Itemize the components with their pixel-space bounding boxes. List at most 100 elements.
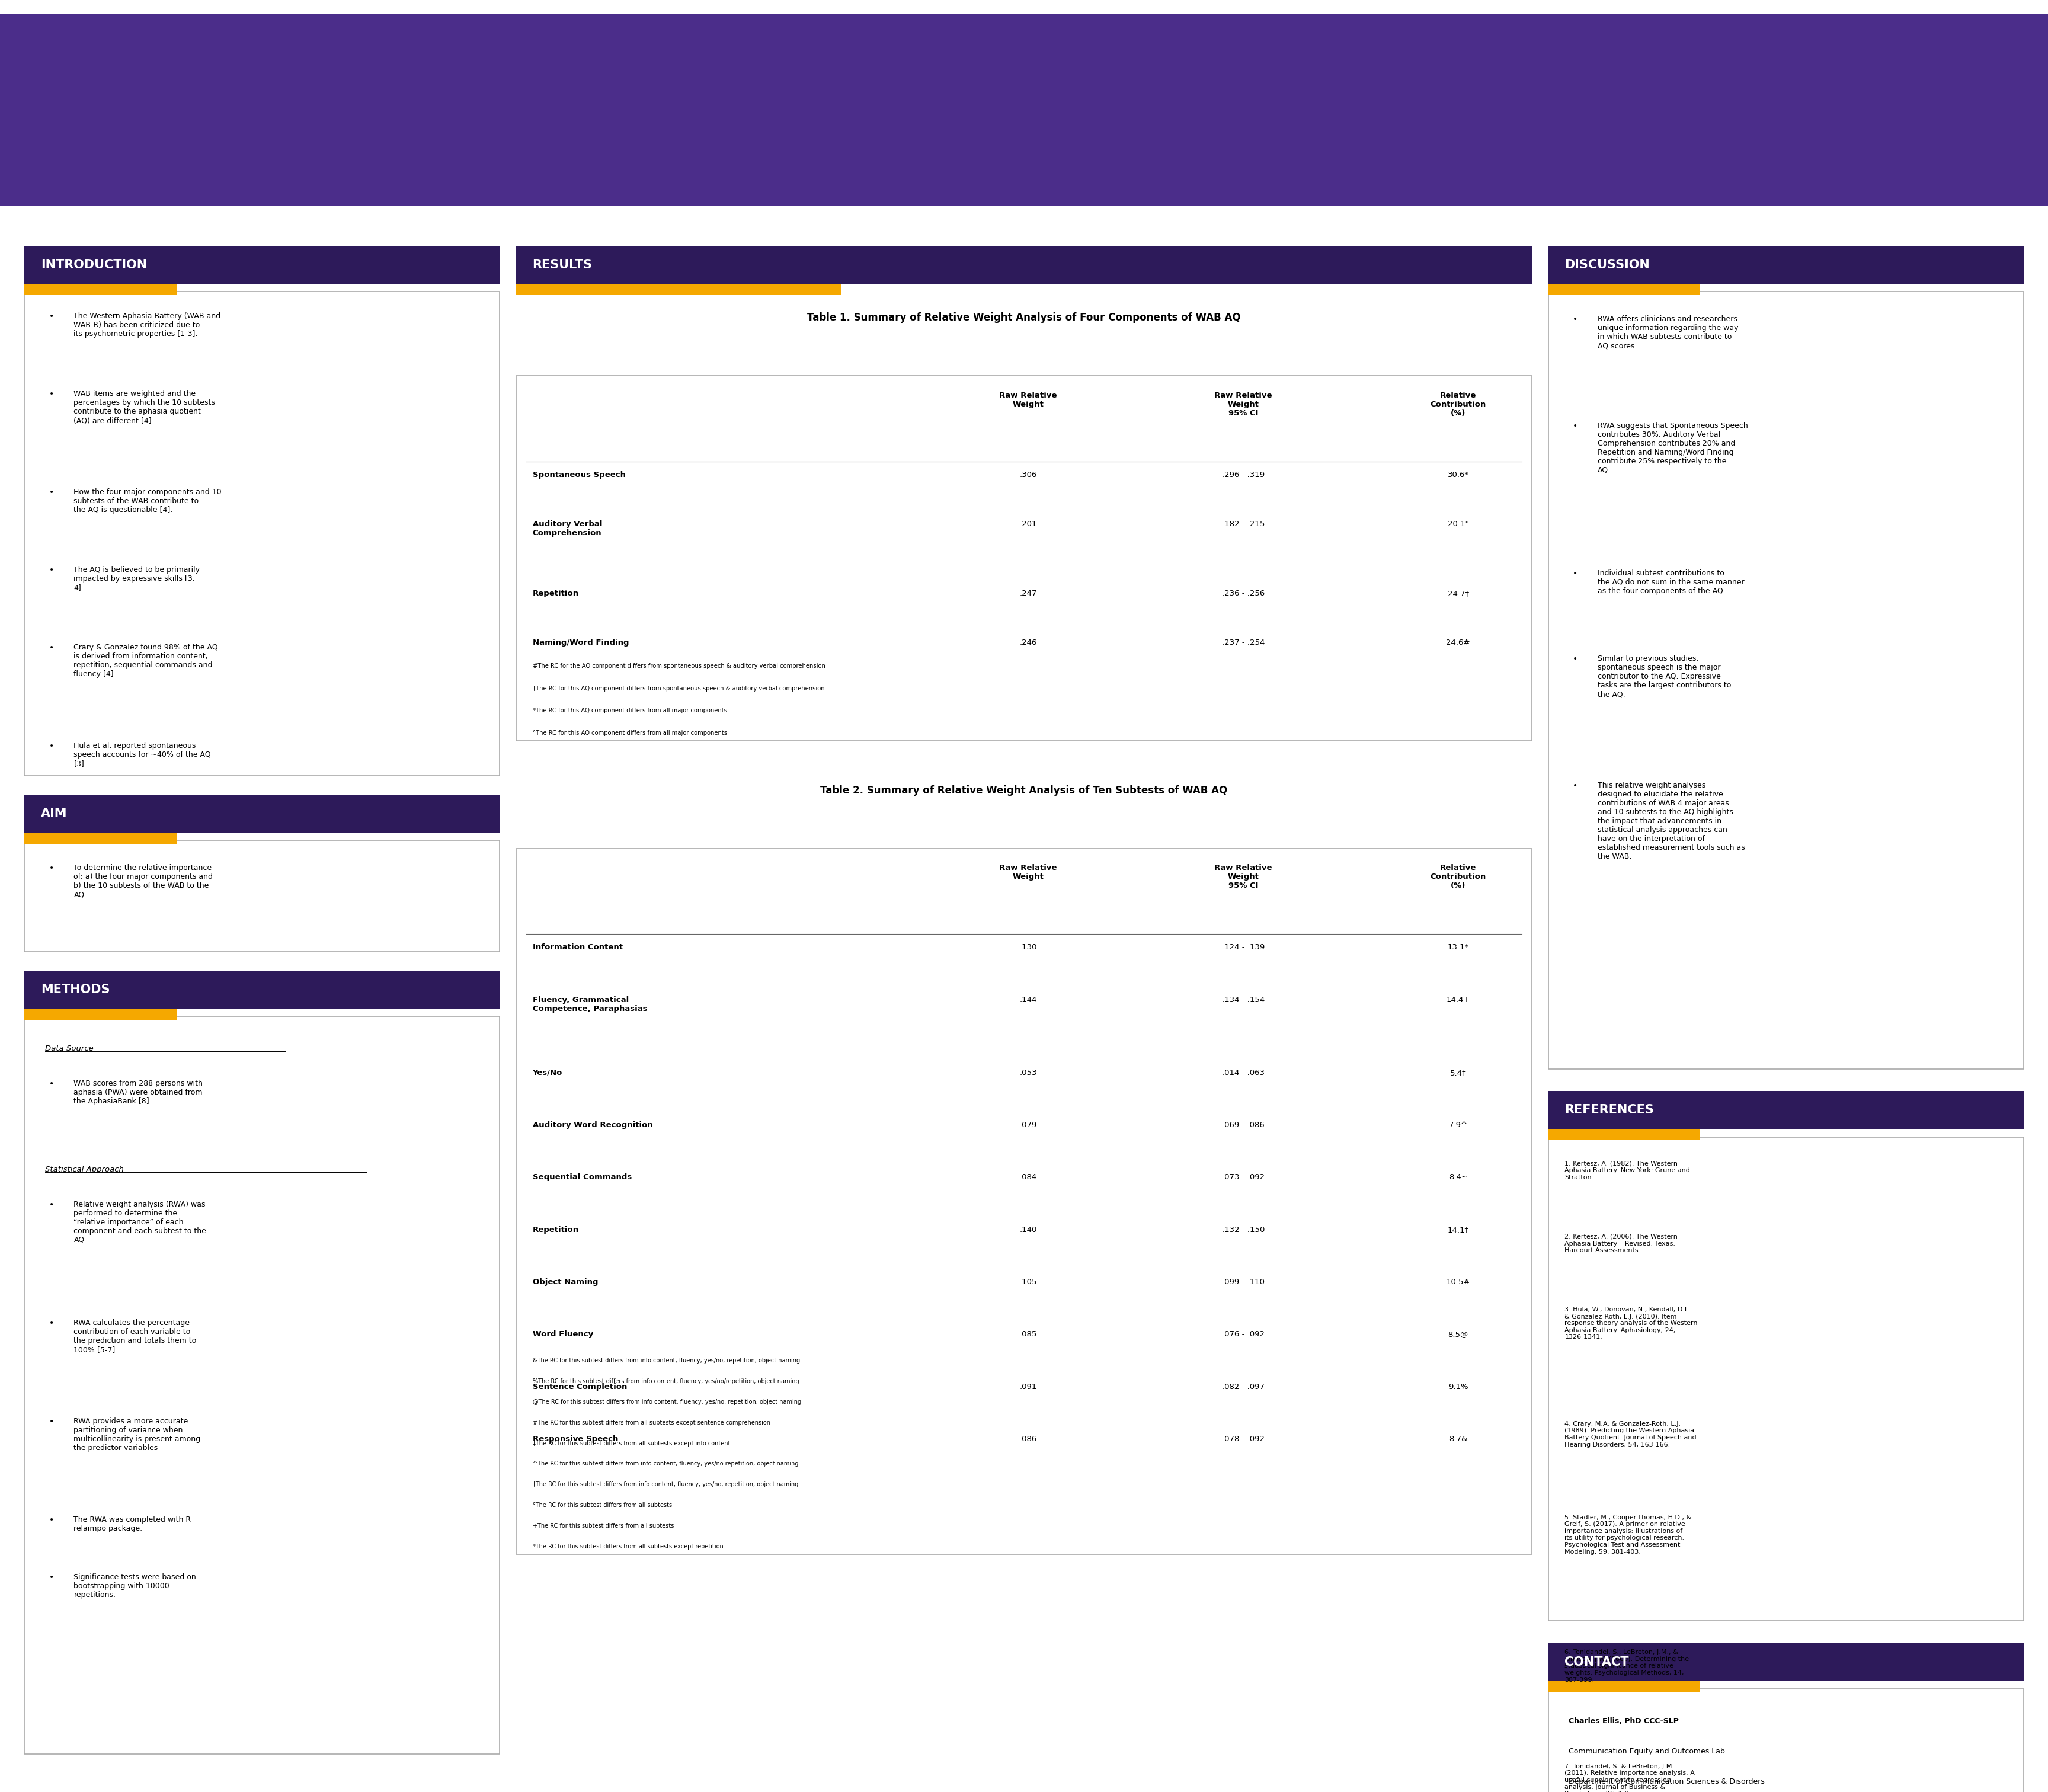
- Text: •: •: [1573, 570, 1577, 577]
- Text: RWA calculates the percentage
contribution of each variable to
the prediction an: RWA calculates the percentage contributi…: [74, 1319, 197, 1353]
- Text: .099 - .110: .099 - .110: [1223, 1278, 1264, 1287]
- Bar: [43, 41, 63, 79]
- Text: .014 - .063: .014 - .063: [1223, 1068, 1264, 1077]
- Bar: [25, 794, 500, 833]
- Text: 9.1%: 9.1%: [1448, 1383, 1468, 1391]
- Text: The AQ is believed to be primarily
impacted by expressive skills [3,
4].: The AQ is believed to be primarily impac…: [74, 566, 201, 591]
- Text: •: •: [49, 489, 53, 496]
- Text: Statistical Approach: Statistical Approach: [45, 1165, 123, 1174]
- Text: Repetition: Repetition: [532, 1226, 580, 1233]
- Text: CONTACT: CONTACT: [1565, 1656, 1628, 1668]
- Bar: [516, 376, 1532, 740]
- Text: Yes/No: Yes/No: [532, 1068, 563, 1077]
- Bar: [1548, 292, 2023, 1068]
- Bar: [1868, 13, 2036, 194]
- Text: This relative weight analyses
designed to elucidate the relative
contributions o: This relative weight analyses designed t…: [1597, 781, 1745, 860]
- Text: AIM: AIM: [41, 808, 68, 819]
- Text: Department of Communication Sciences & Disorders: Department of Communication Sciences & D…: [1569, 1778, 1765, 1785]
- Text: .132 - .150: .132 - .150: [1223, 1226, 1264, 1233]
- Text: WAB items are weighted and the
percentages by which the 10 subtests
contribute t: WAB items are weighted and the percentag…: [74, 391, 215, 425]
- Text: •: •: [1573, 315, 1577, 324]
- Text: 8.4~: 8.4~: [1448, 1174, 1468, 1181]
- Text: Sentence Completion: Sentence Completion: [532, 1383, 627, 1391]
- Text: Spontaneous Speech: Spontaneous Speech: [532, 471, 625, 478]
- Text: .076 - .092: .076 - .092: [1223, 1330, 1264, 1339]
- Text: Word Fluency: Word Fluency: [532, 1330, 594, 1339]
- Text: Similar to previous studies,
spontaneous speech is the major
contributor to the : Similar to previous studies, spontaneous…: [1597, 654, 1731, 699]
- Text: 8.7&: 8.7&: [1448, 1435, 1468, 1443]
- Text: 3. Hula, W., Donovan, N., Kendall, D.L.
& Gonzalez-Roth, L.J. (2010). Item
respo: 3. Hula, W., Donovan, N., Kendall, D.L. …: [1565, 1306, 1698, 1340]
- Text: .201: .201: [1020, 520, 1036, 529]
- Text: .124 - .139: .124 - .139: [1223, 944, 1264, 952]
- Text: RESULTS: RESULTS: [532, 258, 592, 271]
- Text: .306: .306: [1020, 471, 1036, 478]
- Text: Table 2. Summary of Relative Weight Analysis of Ten Subtests of WAB AQ: Table 2. Summary of Relative Weight Anal…: [821, 785, 1227, 796]
- Text: .091: .091: [1020, 1383, 1036, 1391]
- Text: •: •: [49, 864, 53, 873]
- Text: .296 - .319: .296 - .319: [1223, 471, 1264, 478]
- Text: •: •: [49, 1516, 53, 1525]
- Text: Relative Weight Analysis of the Western Aphasia Battery: Relative Weight Analysis of the Western …: [547, 27, 1501, 56]
- Text: Relative weight analysis (RWA) was
performed to determine the
“relative importan: Relative weight analysis (RWA) was perfo…: [74, 1201, 207, 1244]
- Text: Sequential Commands: Sequential Commands: [532, 1174, 631, 1181]
- Text: Responsive Speech: Responsive Speech: [532, 1435, 618, 1443]
- Text: •: •: [49, 1319, 53, 1328]
- Text: °The RC for this subtest differs from all subtests: °The RC for this subtest differs from al…: [532, 1502, 672, 1509]
- Bar: [1548, 1091, 2023, 1129]
- Text: .134 - .154: .134 - .154: [1223, 996, 1264, 1004]
- Text: .086: .086: [1020, 1435, 1036, 1443]
- Text: R: R: [1946, 129, 1958, 147]
- Text: .085: .085: [1020, 1330, 1036, 1339]
- Text: 20.1°: 20.1°: [1448, 520, 1468, 529]
- Text: How the four major components and 10
subtests of the WAB contribute to
the AQ is: How the four major components and 10 sub…: [74, 489, 221, 514]
- Text: Raw Relative
Weight: Raw Relative Weight: [999, 864, 1057, 882]
- Bar: [1548, 1136, 2023, 1620]
- Text: .237 - .254: .237 - .254: [1223, 640, 1264, 647]
- Text: .130: .130: [1020, 944, 1036, 952]
- Text: •: •: [49, 1201, 53, 1210]
- Text: Raw Relative
Weight: Raw Relative Weight: [999, 392, 1057, 409]
- Text: •: •: [1573, 654, 1577, 663]
- Text: Naming/Word Finding: Naming/Word Finding: [532, 640, 629, 647]
- Text: Crary & Gonzalez found 98% of the AQ
is derived from information content,
repeti: Crary & Gonzalez found 98% of the AQ is …: [74, 643, 217, 677]
- Text: .140: .140: [1020, 1226, 1036, 1233]
- Bar: [1868, 13, 2036, 194]
- Text: 14.1‡: 14.1‡: [1448, 1226, 1468, 1233]
- Bar: [1548, 246, 2023, 283]
- Bar: [1548, 1129, 1700, 1140]
- Bar: [516, 283, 842, 296]
- Text: 24.6#: 24.6#: [1446, 640, 1470, 647]
- Text: 2. Kertesz, A. (2006). The Western
Aphasia Battery – Revised. Texas:
Harcourt As: 2. Kertesz, A. (2006). The Western Aphas…: [1565, 1233, 1677, 1253]
- Text: INTRODUCTION: INTRODUCTION: [41, 258, 147, 271]
- Text: RWA provides a more accurate
partitioning of variance when
multicollinearity is : RWA provides a more accurate partitionin…: [74, 1417, 201, 1452]
- Text: #The RC for the AQ component differs from spontaneous speech & auditory verbal c: #The RC for the AQ component differs fro…: [532, 663, 825, 668]
- Text: •: •: [49, 391, 53, 398]
- Text: Charles Ellis, PhD CCC-SLP: Charles Ellis, PhD CCC-SLP: [1569, 1717, 1679, 1726]
- Text: #The RC for this subtest differs from all subtests except sentence comprehension: #The RC for this subtest differs from al…: [532, 1419, 770, 1426]
- Bar: [1548, 283, 1700, 296]
- Text: 24.7†: 24.7†: [1448, 590, 1468, 597]
- Bar: [25, 1016, 500, 1754]
- Text: Data Source: Data Source: [45, 1045, 94, 1052]
- Text: Charles Ellis PhD CCC-SLP, Richard K. Peach, PhD CCC-SLP: Charles Ellis PhD CCC-SLP, Richard K. Pe…: [729, 99, 1319, 116]
- Text: .246: .246: [1020, 640, 1036, 647]
- Text: °The RC for this AQ component differs from all major components: °The RC for this AQ component differs fr…: [532, 729, 727, 737]
- Text: .144: .144: [1020, 996, 1036, 1004]
- Text: & Kathrin Rothermich, PhD: & Kathrin Rothermich, PhD: [887, 152, 1161, 168]
- Text: Object Naming: Object Naming: [532, 1278, 598, 1287]
- Text: METHODS: METHODS: [41, 984, 111, 995]
- Text: Information Content: Information Content: [532, 944, 623, 952]
- Bar: [104, 41, 125, 79]
- Text: @The RC for this subtest differs from info content, fluency, yes/no, repetition,: @The RC for this subtest differs from in…: [532, 1400, 801, 1405]
- Bar: [25, 283, 176, 296]
- Text: ‡The RC for this subtest differs from all subtests except info content: ‡The RC for this subtest differs from al…: [532, 1441, 729, 1446]
- Text: .247: .247: [1020, 590, 1036, 597]
- Text: &The RC for this subtest differs from info content, fluency, yes/no, repetition,: &The RC for this subtest differs from in…: [532, 1358, 801, 1364]
- Bar: [135, 50, 156, 79]
- Text: WAB scores from 288 persons with
aphasia (PWA) were obtained from
the AphasiaBan: WAB scores from 288 persons with aphasia…: [74, 1081, 203, 1106]
- Text: Raw Relative
Weight
95% CI: Raw Relative Weight 95% CI: [1214, 392, 1272, 418]
- Bar: [516, 848, 1532, 1554]
- Bar: [25, 833, 176, 844]
- Text: •: •: [49, 742, 53, 751]
- Text: Table 1. Summary of Relative Weight Analysis of Four Components of WAB AQ: Table 1. Summary of Relative Weight Anal…: [807, 312, 1241, 323]
